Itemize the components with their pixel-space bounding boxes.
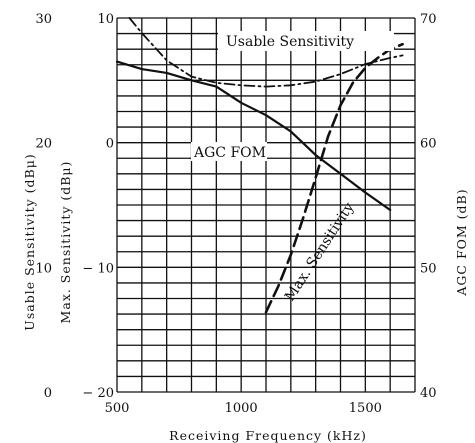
agc-label-bg — [191, 142, 267, 161]
max-axis-title: Max. Sensitivity (dBμ) — [58, 161, 73, 324]
x-tick-label: 500 — [105, 401, 130, 416]
usable-label-bg — [218, 31, 394, 51]
max-tick-label: − 20 — [82, 386, 114, 401]
usable-tick-label: 0 — [44, 386, 52, 401]
series-usable-sensitivity — [128, 17, 404, 88]
usable-axis-title: Usable Sensitivity (dBμ) — [22, 153, 37, 330]
max-tick-label: 10 — [97, 12, 114, 27]
usable-tick-label: 30 — [35, 12, 52, 27]
agc-axis-title: AGC FOM (dB) — [454, 188, 469, 296]
series-max-sensitivity — [264, 42, 404, 314]
curves — [115, 17, 404, 314]
tick-labels: 500 1000 1500 0 10 20 30 − 20 − 10 0 10 40 50 60 70 — [35, 12, 436, 416]
usable-tick-label: 20 — [35, 137, 52, 152]
usable-tick-label: 10 — [35, 261, 52, 276]
usable-sensitivity-annotation: Usable Sensitivity — [226, 34, 354, 50]
x-axis-title: Receiving Frequency (kHz) — [169, 428, 367, 443]
agc-tick-label: 60 — [420, 137, 437, 152]
x-tick-label: 1500 — [349, 401, 382, 416]
series-agc-fom — [115, 60, 392, 212]
max-tick-label: − 10 — [82, 261, 114, 276]
agc-fom-annotation: AGC FOM — [193, 145, 266, 161]
agc-tick-label: 40 — [420, 386, 437, 401]
x-tick-label: 1000 — [225, 401, 258, 416]
agc-tick-label: 50 — [420, 261, 437, 276]
max-tick-label: 0 — [106, 137, 114, 152]
grid — [116, 17, 416, 393]
agc-tick-label: 70 — [420, 12, 437, 27]
